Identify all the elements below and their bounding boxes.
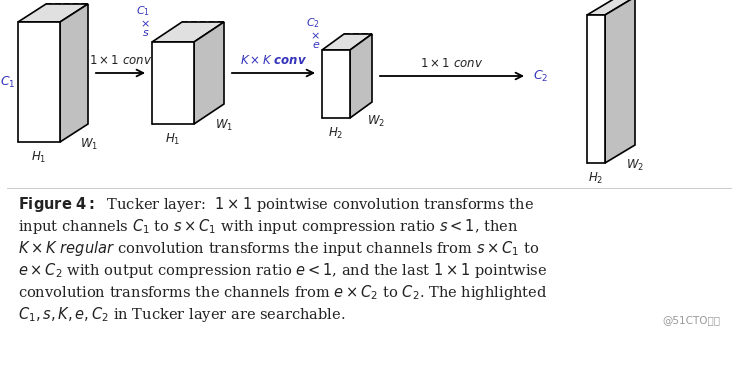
Polygon shape <box>152 42 194 124</box>
Text: $C_1$: $C_1$ <box>136 4 150 18</box>
Text: $C_2$: $C_2$ <box>533 68 548 84</box>
Polygon shape <box>605 0 635 163</box>
Text: $K \times K$ conv: $K \times K$ conv <box>240 54 307 67</box>
Text: $H_1$: $H_1$ <box>31 150 46 165</box>
Text: $H_2$: $H_2$ <box>588 171 604 186</box>
Text: $C_1$: $C_1$ <box>0 74 15 90</box>
Text: $C_1, s, K, e, C_2$ in Tucker layer are searchable.: $C_1, s, K, e, C_2$ in Tucker layer are … <box>18 305 345 324</box>
Text: $W_1$: $W_1$ <box>80 137 98 152</box>
Polygon shape <box>587 0 635 15</box>
Polygon shape <box>587 15 605 163</box>
Text: $s$: $s$ <box>142 28 150 38</box>
Polygon shape <box>18 4 88 22</box>
Text: $e$: $e$ <box>311 40 320 50</box>
Text: $\times$: $\times$ <box>310 31 320 41</box>
Text: $W_2$: $W_2$ <box>626 158 644 173</box>
Text: $W_1$: $W_1$ <box>215 118 233 133</box>
Text: @51CTO博客: @51CTO博客 <box>662 315 720 325</box>
Text: $H_2$: $H_2$ <box>328 126 344 141</box>
Text: input channels $C_1$ to $s \times C_1$ with input compression ratio $s < 1$, the: input channels $C_1$ to $s \times C_1$ w… <box>18 217 519 236</box>
Text: $H_1$: $H_1$ <box>165 132 181 147</box>
Text: $\times$: $\times$ <box>140 18 150 29</box>
Text: $1 \times 1$ conv: $1 \times 1$ conv <box>89 54 152 67</box>
Polygon shape <box>60 4 88 142</box>
Text: $K \times K$ $\mathit{regular}$ convolution transforms the input channels from $: $K \times K$ $\mathit{regular}$ convolut… <box>18 239 539 258</box>
Text: $\mathbf{Figure\ 4:}$  Tucker layer:  $1 \times 1$ pointwise convolution transfo: $\mathbf{Figure\ 4:}$ Tucker layer: $1 \… <box>18 195 534 214</box>
Text: convolution transforms the channels from $e \times C_2$ to $C_2$. The highlighte: convolution transforms the channels from… <box>18 283 548 302</box>
Polygon shape <box>18 22 60 142</box>
Polygon shape <box>322 50 350 118</box>
Polygon shape <box>322 34 372 50</box>
Polygon shape <box>194 22 224 124</box>
Text: $C_2$: $C_2$ <box>306 16 320 30</box>
Polygon shape <box>350 34 372 118</box>
Polygon shape <box>152 22 224 42</box>
Text: $1 \times 1$ conv: $1 \times 1$ conv <box>421 57 483 70</box>
Text: $e \times C_2$ with output compression ratio $e < 1$, and the last $1 \times 1$ : $e \times C_2$ with output compression r… <box>18 261 547 280</box>
Text: $W_2$: $W_2$ <box>367 114 385 129</box>
